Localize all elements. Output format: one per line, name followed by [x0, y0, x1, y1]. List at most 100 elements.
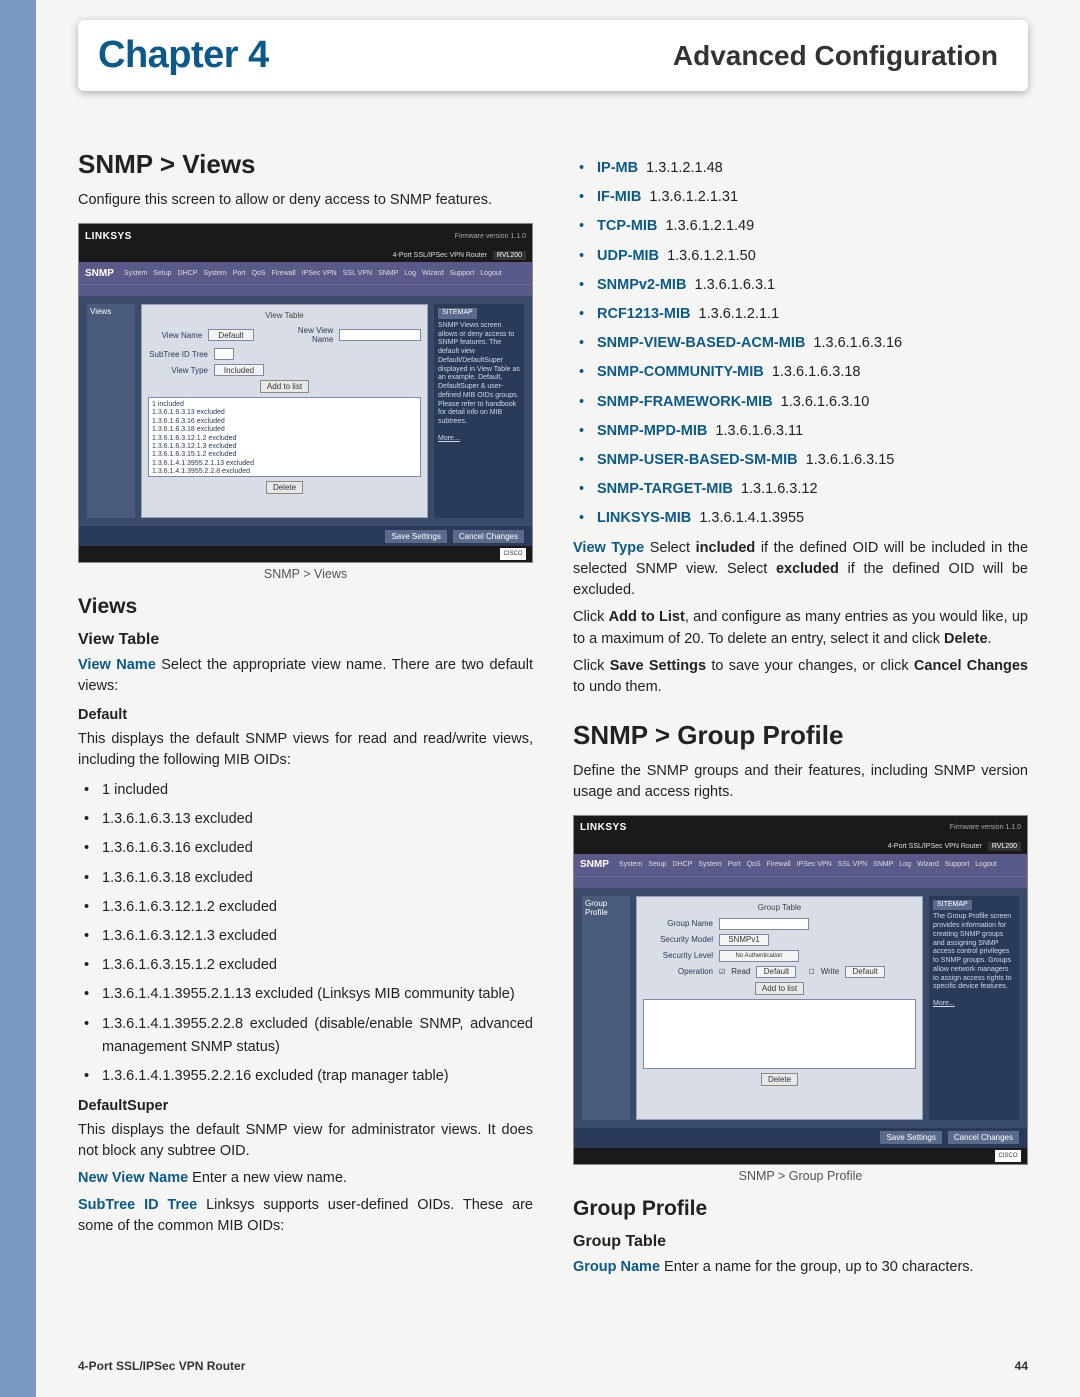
- footer-product: 4-Port SSL/IPSec VPN Router: [78, 1359, 245, 1373]
- ss2-cisco-row: CISCO: [574, 1148, 1027, 1164]
- ss2-delete-button[interactable]: Delete: [761, 1073, 798, 1086]
- footer-page-number: 44: [1015, 1359, 1028, 1373]
- list-item: SNMP-COMMUNITY-MIB 1.3.6.1.6.3.18: [593, 361, 1028, 384]
- list-item: LINKSYS-MIB 1.3.6.1.4.1.3955: [593, 507, 1028, 530]
- ss1-panel: View Table View Name Default New View Na…: [141, 304, 428, 518]
- ss1-sitemap-badge[interactable]: SITEMAP: [438, 308, 477, 319]
- groupname-paragraph: Group Name Enter a name for the group, u…: [573, 1257, 1028, 1278]
- list-item: SNMP-FRAMEWORK-MIB 1.3.6.1.6.3.10: [593, 391, 1028, 414]
- ss2-nav-tabs[interactable]: SystemSetupDHCPSystemPortQoSFirewallIPSe…: [619, 861, 997, 868]
- list-item: SNMP-TARGET-MIB 1.3.1.6.3.12: [593, 478, 1028, 501]
- ss1-save-button[interactable]: Save Settings: [385, 530, 446, 543]
- snmp-views-intro: Configure this screen to allow or deny a…: [78, 190, 533, 211]
- defaultsuper-paragraph: This displays the default SNMP view for …: [78, 1120, 533, 1162]
- ss2-panel-title: Group Table: [643, 903, 916, 912]
- ss1-label-viewname: View Name: [148, 331, 202, 340]
- ss1-row-subtree: SubTree ID Tree: [148, 348, 421, 360]
- side-stripe: [0, 0, 36, 1397]
- caption-group-profile: SNMP > Group Profile: [573, 1169, 1028, 1183]
- ss2-body: Group Profile Group Table Group Name Sec…: [574, 888, 1027, 1128]
- ss1-footer: Save Settings Cancel Changes: [79, 526, 532, 546]
- ss1-body: Views View Table View Name Default New V…: [79, 296, 532, 526]
- ss2-label-groupname: Group Name: [643, 919, 713, 928]
- ss2-header: LINKSYS Firmware version 1.1.0: [574, 816, 1027, 840]
- list-item: 1.3.6.1.6.3.12.1.3 excluded: [98, 925, 533, 948]
- ss2-listbox[interactable]: [643, 999, 916, 1069]
- list-item: 1.3.6.1.4.1.3955.2.2.8 excluded (disable…: [98, 1013, 533, 1059]
- ss1-input-newview[interactable]: [339, 329, 421, 341]
- ss2-select-seclevel[interactable]: No Authentication: [719, 950, 799, 962]
- page-footer: 4-Port SSL/IPSec VPN Router 44: [78, 1359, 1028, 1373]
- list-item: 1.3.6.1.4.1.3955.2.1.13 excluded (Linksy…: [98, 983, 533, 1006]
- ss2-save-button[interactable]: Save Settings: [880, 1131, 941, 1144]
- ss2-select-secmodel[interactable]: SNMPv1: [719, 934, 769, 946]
- linksys-logo-2: LINKSYS: [580, 822, 627, 833]
- ss2-panel: Group Table Group Name Security Model SN…: [636, 896, 923, 1120]
- ss2-nav-active[interactable]: SNMP: [580, 859, 609, 870]
- ss2-sidebar: SITEMAP The Group Profile screen provide…: [929, 896, 1019, 1120]
- list-item: 1.3.6.1.6.3.16 excluded: [98, 837, 533, 860]
- ss1-nav-active[interactable]: SNMP: [85, 268, 114, 279]
- chapter-title: Advanced Configuration: [673, 40, 998, 72]
- caption-snmp-views: SNMP > Views: [78, 567, 533, 581]
- ss2-select-read[interactable]: Default: [756, 966, 796, 978]
- ss1-select-viewname[interactable]: Default: [208, 329, 253, 341]
- ss1-cisco-row: CISCO: [79, 546, 532, 562]
- ss2-cancel-button[interactable]: Cancel Changes: [948, 1131, 1019, 1144]
- list-item: TCP-MIB 1.3.6.1.2.1.49: [593, 215, 1028, 238]
- ss1-add-button[interactable]: Add to list: [260, 380, 309, 393]
- newview-paragraph: New View Name Enter a new view name.: [78, 1168, 533, 1189]
- default-heading: Default: [78, 707, 533, 723]
- ss2-model-row: 4-Port SSL/IPSec VPN Router RVL200: [574, 840, 1027, 854]
- ss1-delete-button[interactable]: Delete: [266, 481, 303, 494]
- ss2-sitemap-badge[interactable]: SITEMAP: [933, 900, 972, 911]
- ss2-row-seclevel: Security Level No Authentication: [643, 950, 916, 962]
- ss2-footer: Save Settings Cancel Changes: [574, 1128, 1027, 1148]
- ss2-label-secmodel: Security Model: [643, 935, 713, 944]
- ss2-add-button[interactable]: Add to list: [755, 982, 804, 995]
- ss1-sidebar-text: SNMP Views screen allows or deny access …: [438, 322, 520, 427]
- ss2-select-write[interactable]: Default: [845, 966, 885, 978]
- list-item: SNMP-MPD-MIB 1.3.6.1.6.3.11: [593, 420, 1028, 443]
- default-paragraph: This displays the default SNMP views for…: [78, 729, 533, 771]
- term-subtree: SubTree ID Tree: [78, 1197, 197, 1213]
- ss1-listbox[interactable]: 1 included 1.3.6.1.6.3.13 excluded 1.3.6…: [148, 397, 421, 477]
- ss1-left-label: Views: [87, 304, 135, 518]
- ss2-left-label: Group Profile: [582, 896, 630, 1120]
- ss2-input-groupname[interactable]: [719, 918, 809, 930]
- list-item: 1.3.6.1.6.3.15.1.2 excluded: [98, 954, 533, 977]
- cisco-logo: CISCO: [500, 548, 526, 560]
- ss2-model: RVL200: [988, 842, 1021, 851]
- ss1-product: 4-Port SSL/IPSec VPN Router: [393, 252, 487, 259]
- term-newview: New View Name: [78, 1170, 188, 1186]
- ss1-label-subtree: SubTree ID Tree: [148, 350, 208, 359]
- section-snmp-views: SNMP > Views: [78, 149, 533, 180]
- list-item: RCF1213-MIB 1.3.6.1.2.1.1: [593, 303, 1028, 326]
- ss1-select-viewtype[interactable]: Included: [214, 364, 264, 376]
- ss1-input-subtree[interactable]: [214, 348, 234, 360]
- list-item: 1.3.6.1.6.3.12.1.2 excluded: [98, 896, 533, 919]
- right-column: IP-MB 1.3.1.2.1.48 IF-MIB 1.3.6.1.2.1.31…: [573, 149, 1028, 1284]
- ss1-model-row: 4-Port SSL/IPSec VPN Router RVL200: [79, 248, 532, 262]
- ss1-nav-tabs[interactable]: SystemSetupDHCPSystemPortQoSFirewallIPSe…: [124, 270, 502, 277]
- ss1-header: LINKSYS Firmware version 1.1.0: [79, 224, 532, 248]
- list-item: 1.3.6.1.4.1.3955.2.2.16 excluded (trap m…: [98, 1065, 533, 1088]
- ss1-cancel-button[interactable]: Cancel Changes: [453, 530, 524, 543]
- list-item: IP-MB 1.3.1.2.1.48: [593, 157, 1028, 180]
- screenshot-snmp-views: LINKSYS Firmware version 1.1.0 4-Port SS…: [78, 223, 533, 563]
- list-item: 1.3.6.1.6.3.13 excluded: [98, 808, 533, 831]
- ss2-more-link[interactable]: More...: [933, 1000, 1015, 1009]
- two-column-layout: SNMP > Views Configure this screen to al…: [78, 149, 1028, 1284]
- ss2-subtabs: [574, 876, 1027, 888]
- ss1-panel-title: View Table: [148, 311, 421, 320]
- left-column: SNMP > Views Configure this screen to al…: [78, 149, 533, 1284]
- list-item: SNMP-VIEW-BASED-ACM-MIB 1.3.6.1.6.3.16: [593, 332, 1028, 355]
- defaultsuper-heading: DefaultSuper: [78, 1098, 533, 1114]
- ss1-label-newview: New View Name: [280, 326, 333, 344]
- group-profile-intro: Define the SNMP groups and their feature…: [573, 761, 1028, 803]
- viewtype-paragraph: View Type Select included if the defined…: [573, 538, 1028, 601]
- ss1-more-link[interactable]: More...: [438, 435, 520, 444]
- ss2-nav: SNMP SystemSetupDHCPSystemPortQoSFirewal…: [574, 854, 1027, 876]
- ss1-subtabs: [79, 284, 532, 296]
- mib-oid-list: IP-MB 1.3.1.2.1.48 IF-MIB 1.3.6.1.2.1.31…: [573, 157, 1028, 530]
